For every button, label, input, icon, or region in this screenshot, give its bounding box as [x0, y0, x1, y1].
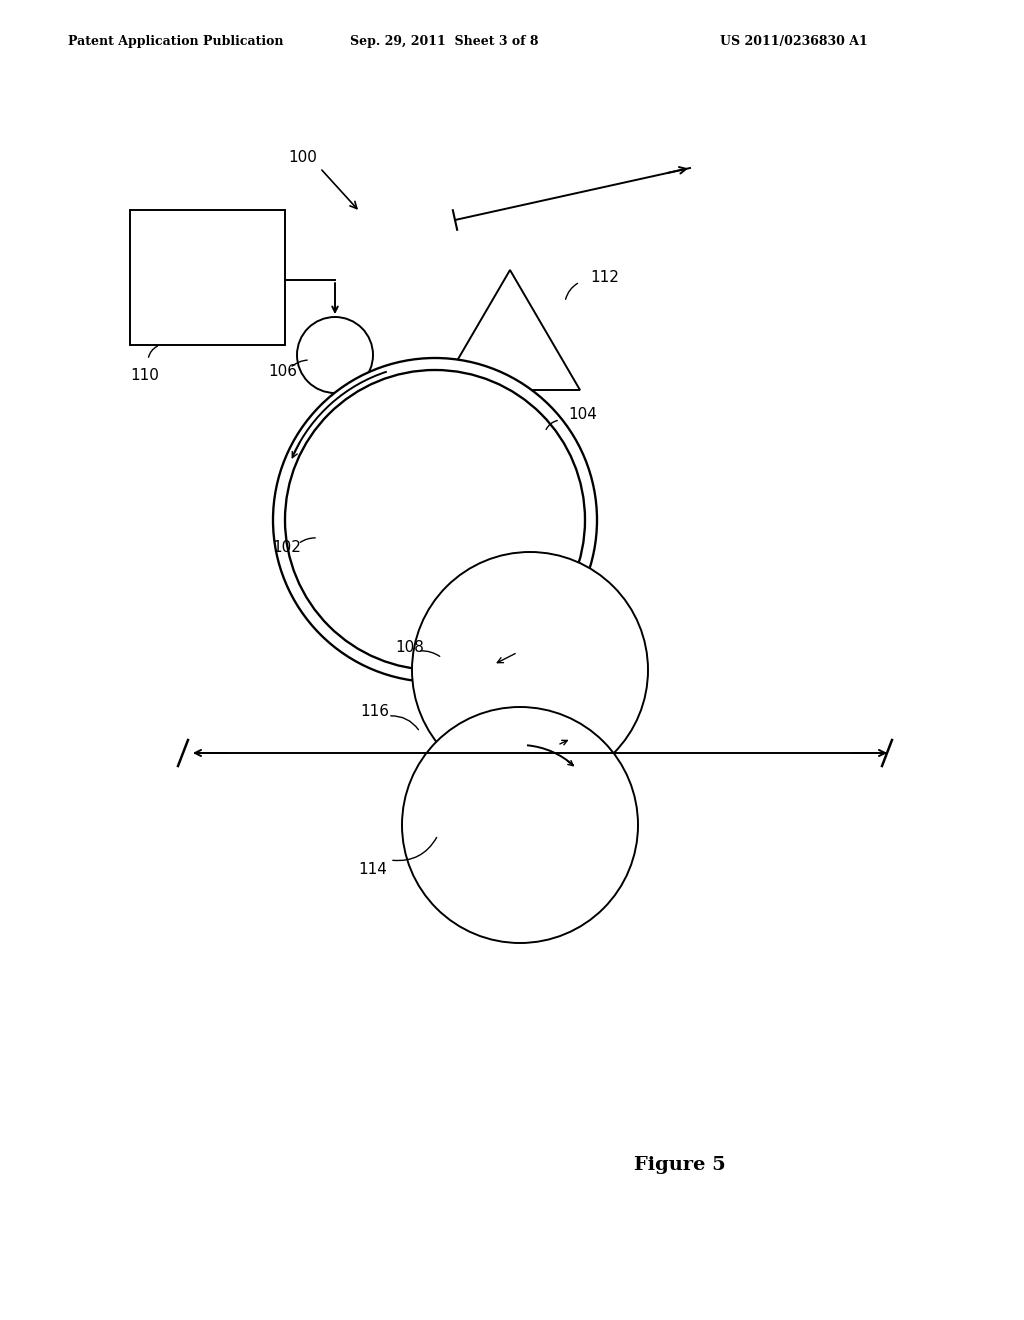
Text: 114: 114: [358, 862, 387, 878]
Text: 106: 106: [268, 364, 297, 380]
Text: 100: 100: [288, 150, 316, 165]
Text: US 2011/0236830 A1: US 2011/0236830 A1: [720, 36, 867, 49]
Circle shape: [297, 317, 373, 393]
Circle shape: [285, 370, 585, 671]
Text: Figure 5: Figure 5: [634, 1156, 726, 1173]
Text: Patent Application Publication: Patent Application Publication: [68, 36, 284, 49]
Text: 112: 112: [590, 271, 618, 285]
Circle shape: [412, 552, 648, 788]
Circle shape: [402, 708, 638, 942]
Text: Sep. 29, 2011  Sheet 3 of 8: Sep. 29, 2011 Sheet 3 of 8: [350, 36, 539, 49]
Text: 104: 104: [568, 408, 597, 422]
Bar: [130, 210, 285, 345]
Circle shape: [273, 358, 597, 682]
Text: 116: 116: [360, 705, 389, 719]
Text: 108: 108: [395, 640, 424, 656]
Text: 110: 110: [130, 368, 159, 383]
Text: 102: 102: [272, 540, 301, 556]
Polygon shape: [440, 271, 580, 389]
